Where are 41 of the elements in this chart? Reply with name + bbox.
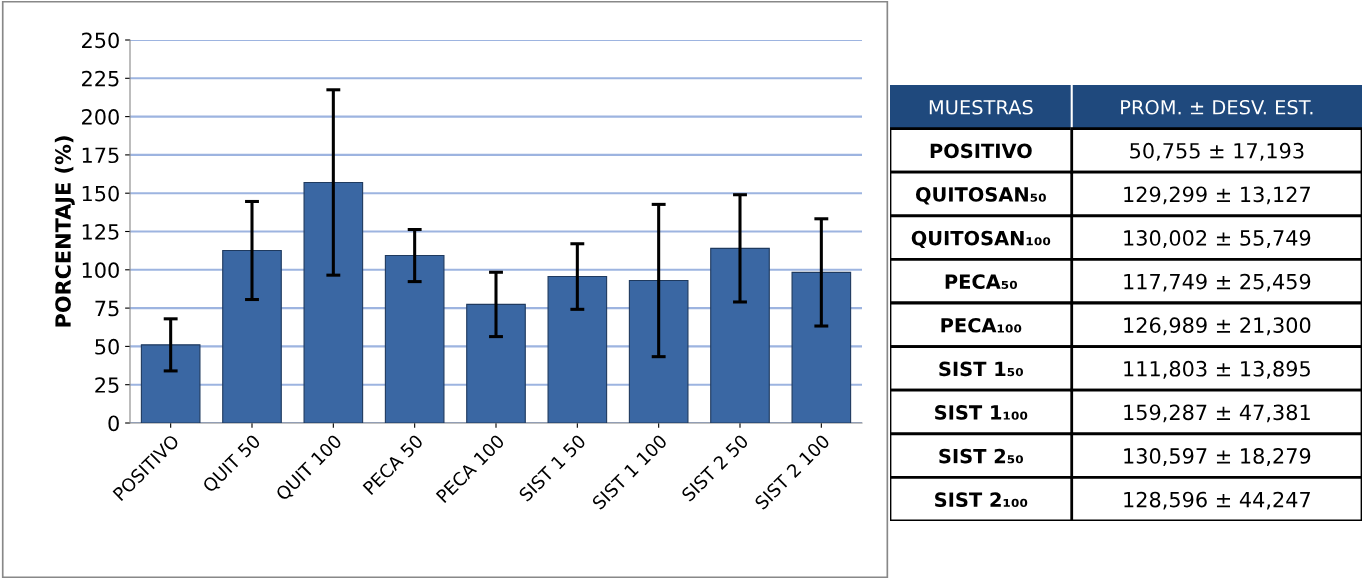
y-tick-label: 250 — [82, 32, 119, 49]
category-label: SIST 2₁₀₀ — [935, 492, 1028, 508]
y-axis-title: PORCENTAJE (%) — [54, 136, 75, 327]
text: 117,749 ± 25,459 — [1124, 273, 1311, 292]
y-tick-label: 0 — [108, 415, 119, 432]
bar — [140, 344, 201, 423]
bar — [384, 254, 445, 423]
text: 111,803 ± 13,895 — [1124, 360, 1310, 379]
category-label: SIST 2₅₀ — [939, 448, 1023, 464]
bar — [547, 275, 608, 423]
y-tick-label: 125 — [82, 223, 119, 240]
text: 50,755 ± 17,193 — [1130, 142, 1304, 161]
category-label: POSITIVO — [930, 143, 1032, 159]
y-tick-label: 150 — [82, 185, 119, 202]
category-label: SIST 1₅₀ — [939, 361, 1023, 377]
text: 130,597 ± 18,279 — [1124, 448, 1311, 466]
category-label: PECA₁₀₀ — [941, 317, 1022, 333]
bar — [303, 181, 364, 423]
y-tick-label: 25 — [95, 377, 119, 393]
text: 129,299 ± 13,127 — [1124, 186, 1310, 205]
y-tick-label: 200 — [82, 109, 119, 125]
text: PROM. ± DESV. EST. — [1121, 99, 1313, 115]
bar — [628, 279, 689, 423]
text: MUESTRAS — [929, 99, 1033, 115]
text: 128,596 ± 44,247 — [1124, 491, 1310, 510]
text: 126,989 ± 21,300 — [1124, 317, 1311, 336]
category-label: QUITOSAN₅₀ — [915, 187, 1046, 205]
y-tick-label: 100 — [82, 262, 119, 279]
text: 130,002 ± 55,749 — [1124, 230, 1311, 248]
bar — [222, 249, 282, 423]
bar — [466, 303, 526, 423]
y-tick-label: 175 — [82, 147, 119, 164]
text: 159,287 ± 47,381 — [1124, 404, 1310, 423]
bar — [710, 247, 770, 423]
y-tick-label: 225 — [82, 70, 119, 87]
category-label: QUITOSAN₁₀₀ — [911, 230, 1051, 248]
y-tick-label: 75 — [95, 300, 119, 317]
bar — [791, 271, 852, 423]
y-tick-label: 50 — [95, 338, 119, 355]
category-label: SIST 1₁₀₀ — [935, 405, 1028, 420]
category-label: PECA₅₀ — [945, 274, 1018, 290]
